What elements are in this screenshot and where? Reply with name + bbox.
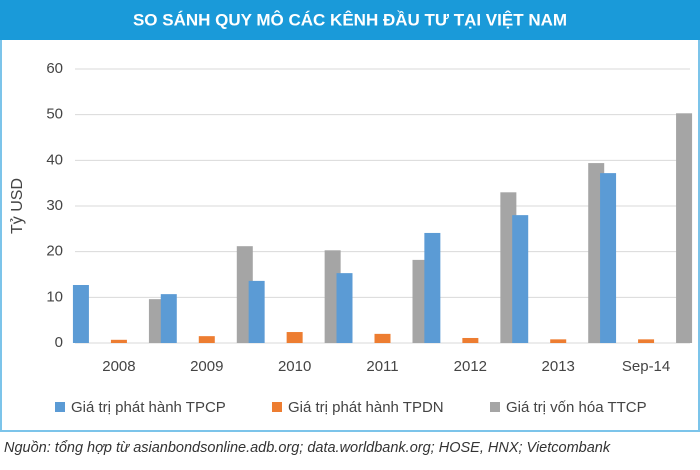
legend-label: Giá trị phát hành TPCP	[71, 399, 226, 416]
legend-label: Giá trị vốn hóa TTCP	[506, 399, 647, 416]
bar	[676, 113, 693, 344]
x-tick-label: 2010	[278, 358, 311, 375]
x-tick-label: 2011	[366, 358, 398, 375]
bar	[110, 339, 127, 343]
bar	[550, 339, 567, 343]
bar	[462, 337, 479, 343]
x-tick-label: 2009	[190, 358, 223, 375]
bar	[72, 285, 89, 343]
bar	[248, 280, 265, 343]
bar	[336, 273, 353, 343]
y-tick-label: 10	[46, 288, 63, 305]
bar	[638, 339, 655, 343]
y-tick-label: 0	[55, 334, 63, 351]
title-banner	[0, 0, 700, 40]
y-tick-label: 20	[46, 243, 63, 260]
bar	[512, 215, 529, 343]
chart-title: SO SÁNH QUY MÔ CÁC KÊNH ĐẦU TƯ TẠI VIỆT …	[133, 10, 567, 29]
y-tick-label: 60	[46, 60, 63, 77]
bar	[374, 333, 391, 343]
y-tick-label: 50	[46, 106, 63, 123]
y-tick-label: 40	[46, 151, 63, 168]
x-tick-label: Sep-14	[622, 358, 670, 375]
y-axis-label: Tỷ USD	[9, 178, 26, 234]
bar	[198, 336, 215, 343]
legend-swatch	[55, 402, 65, 412]
y-tick-label: 30	[46, 197, 63, 214]
bar	[424, 232, 441, 343]
bar	[600, 173, 617, 343]
x-tick-label: 2013	[542, 358, 575, 375]
legend-swatch	[490, 402, 500, 412]
chart-frame	[0, 0, 700, 432]
x-tick-label: 2012	[454, 358, 487, 375]
bar	[286, 332, 303, 343]
legend-label: Giá trị phát hành TPDN	[288, 399, 444, 416]
x-tick-label: 2008	[102, 358, 135, 375]
bar	[160, 294, 177, 343]
legend-swatch	[272, 402, 282, 412]
source-note: Nguồn: tổng hợp từ asianbondsonline.adb.…	[4, 440, 611, 456]
